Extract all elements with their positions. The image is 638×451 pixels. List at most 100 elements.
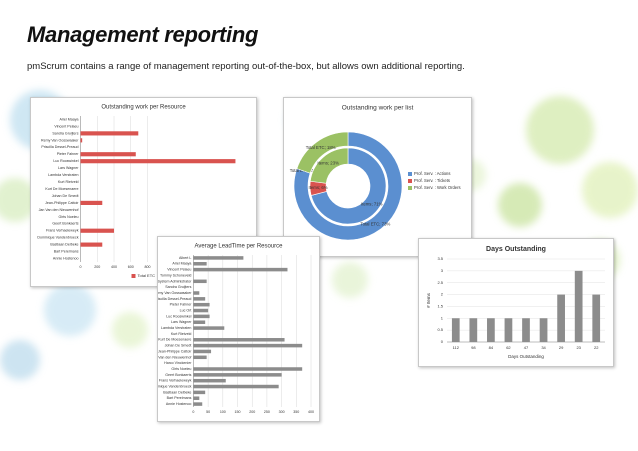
y-tick-label: Geert Bonkaerts <box>165 373 191 377</box>
donut-segment <box>310 147 387 225</box>
chart-title: Days Outstanding <box>486 246 546 253</box>
bar <box>80 131 139 136</box>
y-tick-label: 0 <box>441 339 444 344</box>
y-tick-label: System Administrator <box>158 279 192 283</box>
x-tick-label: 250 <box>264 410 270 414</box>
y-tick-label: 3 <box>441 268 444 273</box>
y-tick-label: Bart Perelmans <box>54 250 79 254</box>
y-tick-label: Johan De Smedt <box>165 344 192 348</box>
y-tick-label: Luc Rooswinkel <box>53 159 78 163</box>
bar <box>504 318 513 342</box>
bar <box>193 384 279 389</box>
y-tick-label: Lambda Verstraten <box>161 326 191 330</box>
chart: Days Outstanding 0 0.5 1 1.5 2 2.5 3 3.5 112 98 84 6… <box>426 246 605 359</box>
bar <box>80 138 83 143</box>
bar <box>193 343 303 348</box>
bar <box>193 373 282 377</box>
bar <box>193 378 226 383</box>
y-tick-label: Lars Wagner <box>58 166 79 170</box>
legend-label: Prof. Serv. : Tickets <box>414 178 450 183</box>
y-tick-label: Luc Ort <box>180 308 192 312</box>
y-tick-label: 1 <box>441 315 444 320</box>
bar <box>592 294 601 342</box>
y-tick-label: Ariel Maaya <box>60 117 79 121</box>
y-tick-label: Dominique Vandenbroeck <box>158 384 192 388</box>
y-tick-label: Remy Van Oosswaaker <box>41 138 79 142</box>
x-tick-label: 50 <box>206 410 210 414</box>
bar <box>80 242 103 247</box>
bar <box>193 349 212 354</box>
y-tick-label: Albert L <box>179 256 191 260</box>
y-tick-label: Annie Hostenoo <box>53 256 79 260</box>
legend-label: Total ETC <box>138 273 156 278</box>
x-tick-label: 62 <box>506 345 511 350</box>
y-tick-label: Priscilla Dessel-Preaud <box>41 145 78 149</box>
y-tick-label: 1.5 <box>437 303 443 308</box>
bar <box>574 270 583 342</box>
data-label: Total ETC; 73% <box>360 221 390 226</box>
y-tick-label: Ariel Maaya <box>172 262 191 266</box>
x-tick-label: 84 <box>489 345 494 350</box>
y-tick-label: Sandra Gruijters <box>52 131 78 135</box>
bar <box>80 200 103 205</box>
x-tick-label: 400 <box>111 265 117 269</box>
x-tick-label: 800 <box>145 265 151 269</box>
y-tick-label: Harco Vinckenier <box>164 361 192 365</box>
bar <box>557 294 565 342</box>
y-tick-label: 2.5 <box>437 280 443 285</box>
y-tick-label: Lars Wagner <box>171 320 192 324</box>
bar <box>469 318 478 342</box>
y-tick-label: Kurt Rietveld <box>171 332 192 336</box>
y-tick-label: Vincent Pelaeu <box>167 268 191 272</box>
donut-segment <box>293 131 403 241</box>
chart-title: Outstanding work per list <box>342 105 414 112</box>
y-tick-label: Vincent Pelaeu <box>54 124 78 128</box>
bar <box>193 308 209 313</box>
x-tick-label: 350 <box>293 410 299 414</box>
bar <box>193 367 303 371</box>
y-tick-label: Bastiaan Delbeke <box>163 390 191 394</box>
bar <box>80 159 236 164</box>
bar <box>487 318 495 342</box>
x-tick-label: 0 <box>192 410 194 414</box>
x-tick-label: 22 <box>594 345 599 350</box>
bar <box>193 297 206 301</box>
data-label: Total ETC; 18% <box>306 145 336 150</box>
x-tick-label: 98 <box>471 345 476 350</box>
legend-label: Prof. Serv. : Actions <box>414 171 450 176</box>
chart-card: Average LeadTime per Resource 0 50 100 150 20… <box>150 236 320 422</box>
y-tick-label: Frans Verhaeleweyk <box>159 379 192 383</box>
chart-title: Average LeadTime per Resource <box>194 244 283 250</box>
donut-segment <box>296 131 349 174</box>
x-tick-label: 200 <box>249 410 255 414</box>
bar <box>193 320 206 324</box>
bar <box>539 318 548 342</box>
y-tick-label: Dominique Vandenbroeck <box>37 236 78 240</box>
bar <box>193 396 200 400</box>
y-tick-label: Girts Noeleu <box>171 367 191 371</box>
bar <box>522 318 530 342</box>
x-tick-label: 600 <box>128 265 134 269</box>
x-tick-label: 47 <box>524 345 529 350</box>
y-tick-label: Remy Van Oosswaaker <box>158 291 192 295</box>
x-tick-label: 100 <box>220 410 226 414</box>
chart-card: Outstanding work per list Total ETC; 73% T… <box>283 97 472 257</box>
y-tick-label: Lambda Verstraten <box>48 173 78 177</box>
y-tick-label: Kurt Rietveld <box>58 180 79 184</box>
x-tick-label: 23 <box>576 345 581 350</box>
bar <box>193 291 200 295</box>
x-tick-label: 150 <box>235 410 241 414</box>
bar <box>80 152 136 157</box>
y-tick-label: Jan Van den Nieuwenhof <box>39 208 79 212</box>
data-label: Items; 71% <box>361 202 383 207</box>
donut-segment <box>309 147 349 184</box>
bar <box>193 355 207 360</box>
y-tick-label: Geert Bonkaerts <box>52 222 78 226</box>
y-tick-label: Luc Rooswinkel <box>166 314 191 318</box>
legend-swatch <box>408 179 412 183</box>
y-tick-label: Frans Verhaeleweyk <box>46 229 79 233</box>
bar <box>193 314 210 319</box>
chart-title: Outstanding work per Resource <box>101 105 186 111</box>
y-tick-label: Bastiaan Delbeke <box>50 243 78 247</box>
x-tick-label: 300 <box>279 410 285 414</box>
